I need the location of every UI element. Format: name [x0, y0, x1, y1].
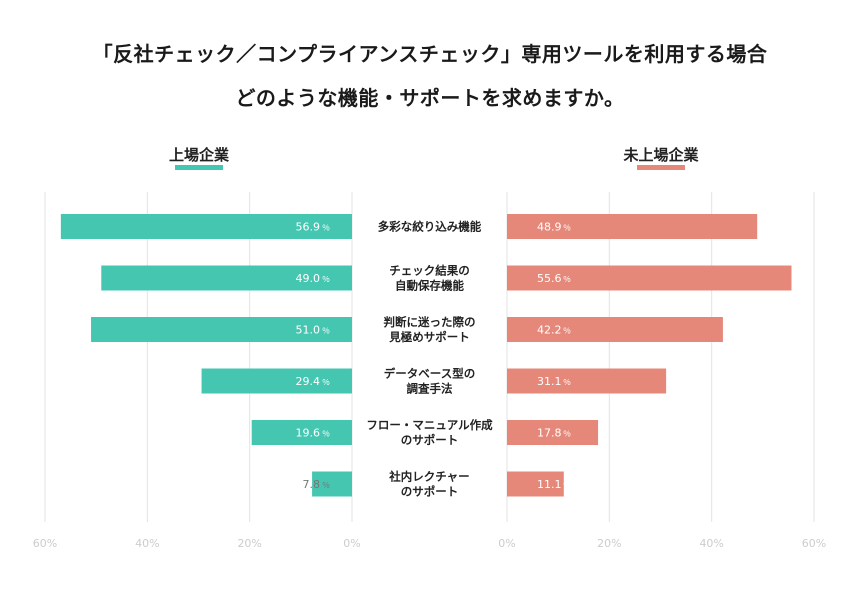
data-label-listed: 29.4 — [296, 375, 321, 388]
data-label-unit-unlisted: ％ — [563, 378, 571, 387]
data-label-unit-listed: ％ — [322, 224, 330, 233]
legend-unlisted: 未上場企業 — [623, 146, 699, 164]
data-label-unit-unlisted: ％ — [563, 327, 571, 336]
data-label-unlisted: 31.1 — [537, 375, 562, 388]
bar-unlisted — [507, 368, 667, 394]
data-label-unlisted: 48.9 — [537, 221, 562, 234]
chart-title-line2: どのような機能・サポートを求めますか。 — [235, 86, 625, 110]
tick-label-right-40: 40% — [699, 537, 723, 550]
data-label-listed: 56.9 — [296, 221, 321, 234]
bar-unlisted — [507, 317, 723, 342]
tick-label-right-60: 60% — [802, 537, 826, 550]
data-label-unit-listed: ％ — [322, 378, 330, 387]
category-label: データベース型の — [384, 367, 475, 381]
data-label-unit-listed: ％ — [322, 275, 330, 284]
bar-unlisted — [507, 471, 564, 497]
tick-label-left-20: 20% — [237, 537, 261, 550]
data-label-unlisted: 17.8 — [537, 427, 562, 440]
tick-label-left-40: 40% — [135, 537, 159, 550]
bar-listed — [91, 317, 353, 342]
data-label-unlisted: 42.2 — [537, 324, 562, 337]
bar-listed — [60, 214, 353, 239]
bar-listed — [312, 471, 352, 497]
data-label-unit-unlisted: ％ — [563, 275, 571, 284]
data-label-unlisted: 11.1 — [537, 478, 562, 491]
legend-unlisted-swatch — [637, 165, 685, 170]
category-label: チェック結果の — [389, 264, 470, 278]
data-label-unit-unlisted: ％ — [563, 224, 571, 233]
data-label-unit-unlisted: ％ — [563, 481, 571, 490]
tick-label-right-20: 20% — [597, 537, 621, 550]
bar-unlisted — [507, 420, 599, 445]
category-label: 社内レクチャー — [388, 470, 469, 484]
bar-listed — [101, 265, 353, 291]
category-label: のサポート — [401, 485, 459, 499]
bar-unlisted — [507, 265, 792, 291]
data-label-unit-listed: ％ — [322, 430, 330, 439]
legend-listed-swatch — [175, 165, 223, 170]
tick-label-right-0: 0% — [498, 537, 515, 550]
category-label: フロー・マニュアル作成 — [366, 418, 493, 432]
category-label: 見極めサポート — [388, 330, 470, 344]
bar-listed — [251, 420, 352, 445]
data-label-unlisted: 55.6 — [537, 272, 562, 285]
category-label: のサポート — [401, 433, 459, 447]
data-label-listed: 51.0 — [296, 324, 321, 337]
data-label-listed: 19.6 — [296, 427, 321, 440]
bar-listed — [201, 368, 352, 394]
bar-unlisted — [507, 214, 758, 239]
data-label-unit-unlisted: ％ — [563, 430, 571, 439]
data-label-unit-listed: ％ — [322, 481, 330, 490]
category-label: 自動保存機能 — [395, 279, 464, 293]
data-label-listed: 7.8 — [303, 478, 321, 491]
chart-title-line1: 「反社チェック／コンプライアンスチェック」専用ツールを利用する場合 — [92, 42, 768, 66]
category-label: 判断に迷った際の — [384, 315, 476, 329]
category-label: 多彩な絞り込み機能 — [378, 220, 482, 234]
legend-listed: 上場企業 — [168, 146, 229, 164]
tick-label-left-0: 0% — [343, 537, 360, 550]
category-label: 調査手法 — [407, 382, 453, 396]
data-label-unit-listed: ％ — [322, 327, 330, 336]
tick-label-left-60: 60% — [33, 537, 57, 550]
data-label-listed: 49.0 — [296, 272, 321, 285]
